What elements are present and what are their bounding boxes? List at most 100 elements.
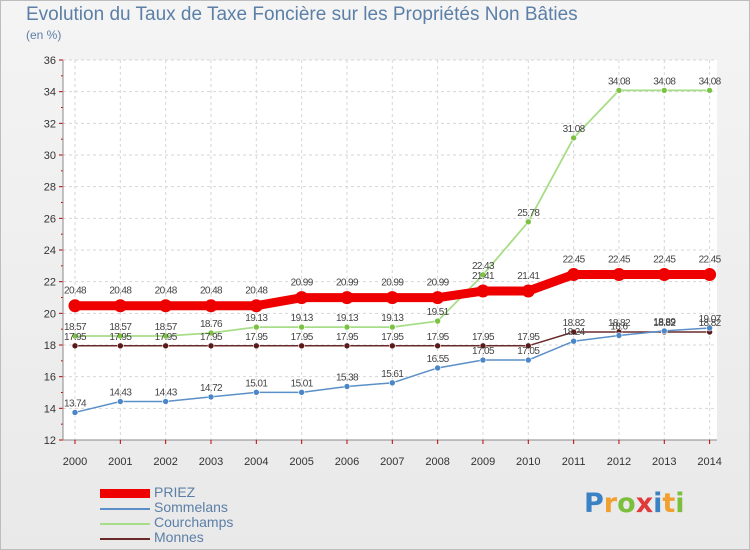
x-tick-label: 2006	[335, 456, 359, 468]
logo-letter: P	[584, 488, 604, 519]
data-point-courchamps	[389, 323, 396, 331]
data-label-monnes: 17.95	[200, 332, 223, 343]
y-tick-label: 26	[44, 213, 56, 225]
data-point-courchamps	[479, 271, 487, 279]
x-tick-label: 2004	[244, 456, 268, 468]
data-point-courchamps	[706, 87, 713, 94]
x-tick-label: 2005	[289, 456, 313, 468]
data-point-sommelans	[706, 324, 713, 332]
data-point-sommelans	[343, 383, 351, 390]
x-tick-label: 2003	[199, 456, 223, 468]
data-point-priez	[657, 268, 671, 282]
data-label-courchamps: 25.78	[517, 208, 540, 219]
data-point-courchamps	[162, 332, 169, 340]
data-point-priez	[340, 291, 354, 305]
data-point-priez	[521, 284, 535, 298]
proxiti-logo: Proxiti	[584, 488, 685, 519]
x-tick-label: 2008	[425, 456, 449, 468]
data-label-sommelans: 15.01	[245, 378, 268, 389]
data-point-courchamps	[117, 332, 124, 340]
data-label-monnes: 17.95	[381, 332, 404, 343]
data-point-monnes	[253, 342, 260, 350]
data-label-monnes: 17.95	[245, 332, 268, 343]
data-label-courchamps: 31.08	[563, 124, 586, 135]
data-label-priez: 21.41	[472, 271, 495, 282]
data-label-priez: 20.48	[200, 286, 223, 297]
data-label-sommelans: 18.89	[653, 317, 676, 328]
data-label-priez: 20.48	[245, 286, 268, 297]
data-label-sommelans: 17.05	[517, 346, 540, 357]
data-point-courchamps	[524, 218, 532, 226]
data-point-courchamps	[207, 329, 215, 337]
y-tick-label: 28	[44, 182, 56, 194]
chart-axes: 12 14 16 18 20 22 24 26 28 30 32 34 36 2000 2001 2002 20…	[44, 55, 722, 468]
legend-swatch	[100, 537, 150, 540]
data-point-monnes	[117, 342, 124, 350]
data-point-sommelans	[479, 356, 487, 364]
chart-series	[68, 87, 717, 416]
data-point-sommelans	[253, 389, 260, 396]
data-label-sommelans: 15.38	[336, 372, 359, 383]
data-label-courchamps: 34.08	[608, 76, 631, 87]
data-label-courchamps: 18.76	[200, 319, 223, 330]
legend-label: Monnes	[154, 529, 204, 545]
data-point-priez	[68, 299, 82, 313]
y-tick-label: 18	[44, 340, 56, 352]
data-label-courchamps: 19.13	[381, 313, 404, 324]
data-label-monnes: 18.82	[699, 318, 722, 329]
data-point-monnes	[162, 342, 169, 350]
data-point-courchamps	[570, 134, 577, 142]
data-label-priez: 20.99	[381, 278, 404, 289]
y-tick-label: 32	[44, 118, 56, 130]
data-label-priez: 20.48	[64, 286, 87, 297]
data-label-monnes: 17.95	[109, 332, 132, 343]
data-point-sommelans	[298, 389, 305, 396]
data-point-monnes	[524, 342, 532, 350]
data-point-priez	[431, 291, 445, 305]
legend-label: Sommelans	[154, 499, 228, 515]
data-point-monnes	[343, 342, 351, 350]
data-label-courchamps: 19.51	[427, 307, 450, 318]
y-tick-label: 12	[44, 435, 56, 447]
data-point-sommelans	[71, 409, 79, 416]
legend-label: Courchamps	[154, 514, 234, 530]
data-point-priez	[249, 299, 263, 313]
logo-letter: o	[617, 488, 636, 519]
data-point-priez	[703, 268, 717, 282]
data-point-courchamps	[615, 87, 623, 94]
x-tick-label: 2009	[471, 456, 495, 468]
data-label-monnes: 18.82	[608, 318, 631, 329]
data-label-sommelans: 14.43	[155, 388, 178, 399]
data-label-sommelans: 17.05	[472, 346, 495, 357]
data-point-sommelans	[389, 379, 396, 387]
data-point-sommelans	[660, 327, 668, 335]
legend-swatch	[100, 522, 150, 525]
data-point-sommelans	[162, 398, 169, 405]
data-point-sommelans	[117, 398, 124, 405]
data-label-courchamps: 19.13	[336, 313, 359, 324]
y-tick-label: 22	[44, 277, 56, 289]
data-point-monnes	[207, 342, 215, 350]
legend-label: PRIEZ	[154, 484, 196, 500]
chart-title: Evolution du Taux de Taxe Foncière sur l…	[26, 4, 578, 25]
data-label-monnes: 17.95	[336, 332, 359, 343]
data-label-courchamps: 19.13	[245, 313, 268, 324]
data-label-monnes: 17.95	[155, 332, 178, 343]
y-tick-label: 30	[44, 150, 56, 162]
data-label-sommelans: 18.6	[610, 322, 628, 333]
data-label-sommelans: 13.74	[64, 398, 87, 409]
x-tick-label: 2001	[108, 456, 132, 468]
data-label-courchamps: 22.43	[472, 261, 495, 272]
data-point-priez	[567, 268, 581, 282]
logo-letter: r	[603, 488, 618, 519]
logo-letter: i	[653, 488, 663, 519]
data-label-priez: 20.48	[155, 286, 178, 297]
data-point-priez	[295, 291, 309, 305]
data-label-priez: 20.48	[109, 286, 132, 297]
data-label-courchamps: 34.08	[653, 76, 676, 87]
data-label-sommelans: 15.01	[291, 378, 314, 389]
data-label-priez: 22.45	[608, 255, 631, 266]
x-tick-label: 2014	[697, 456, 721, 468]
data-point-courchamps	[253, 323, 260, 331]
